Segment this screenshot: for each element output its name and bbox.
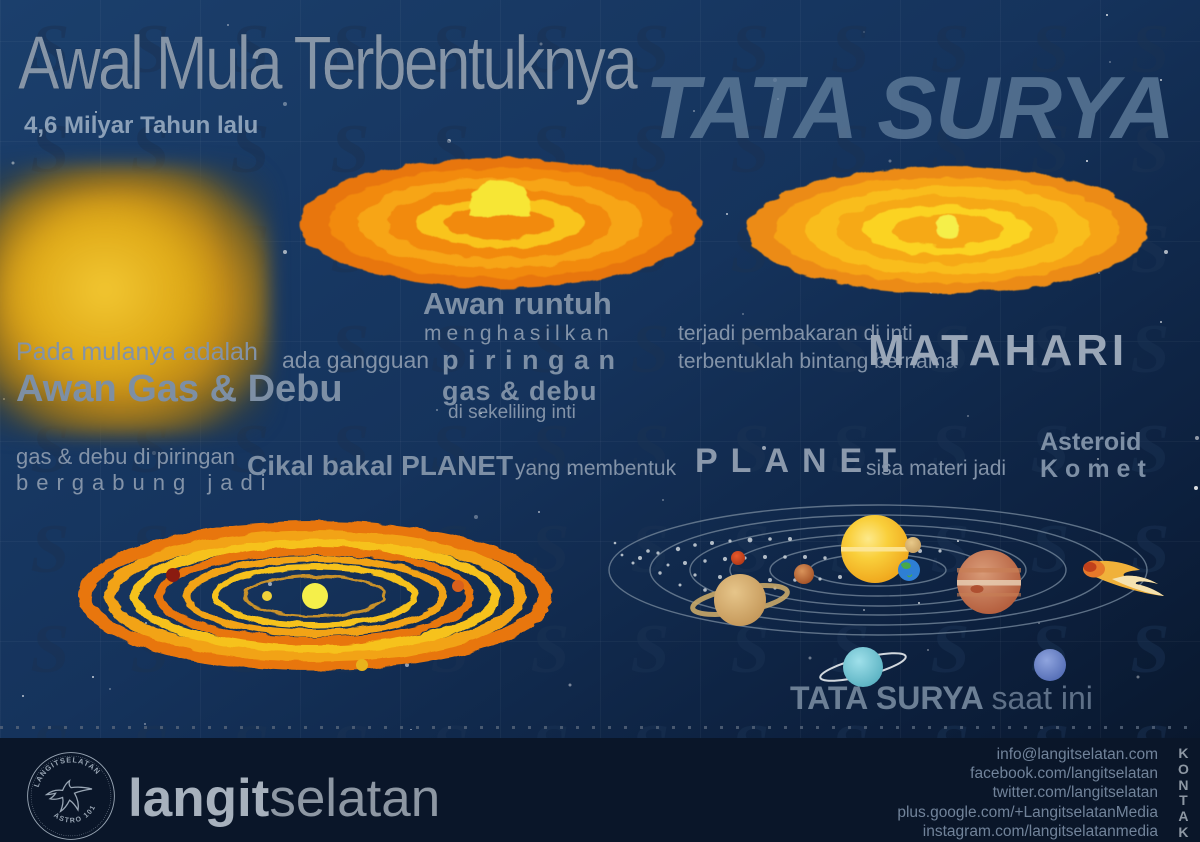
svg-text:ASTRO 101: ASTRO 101 [52, 804, 97, 825]
